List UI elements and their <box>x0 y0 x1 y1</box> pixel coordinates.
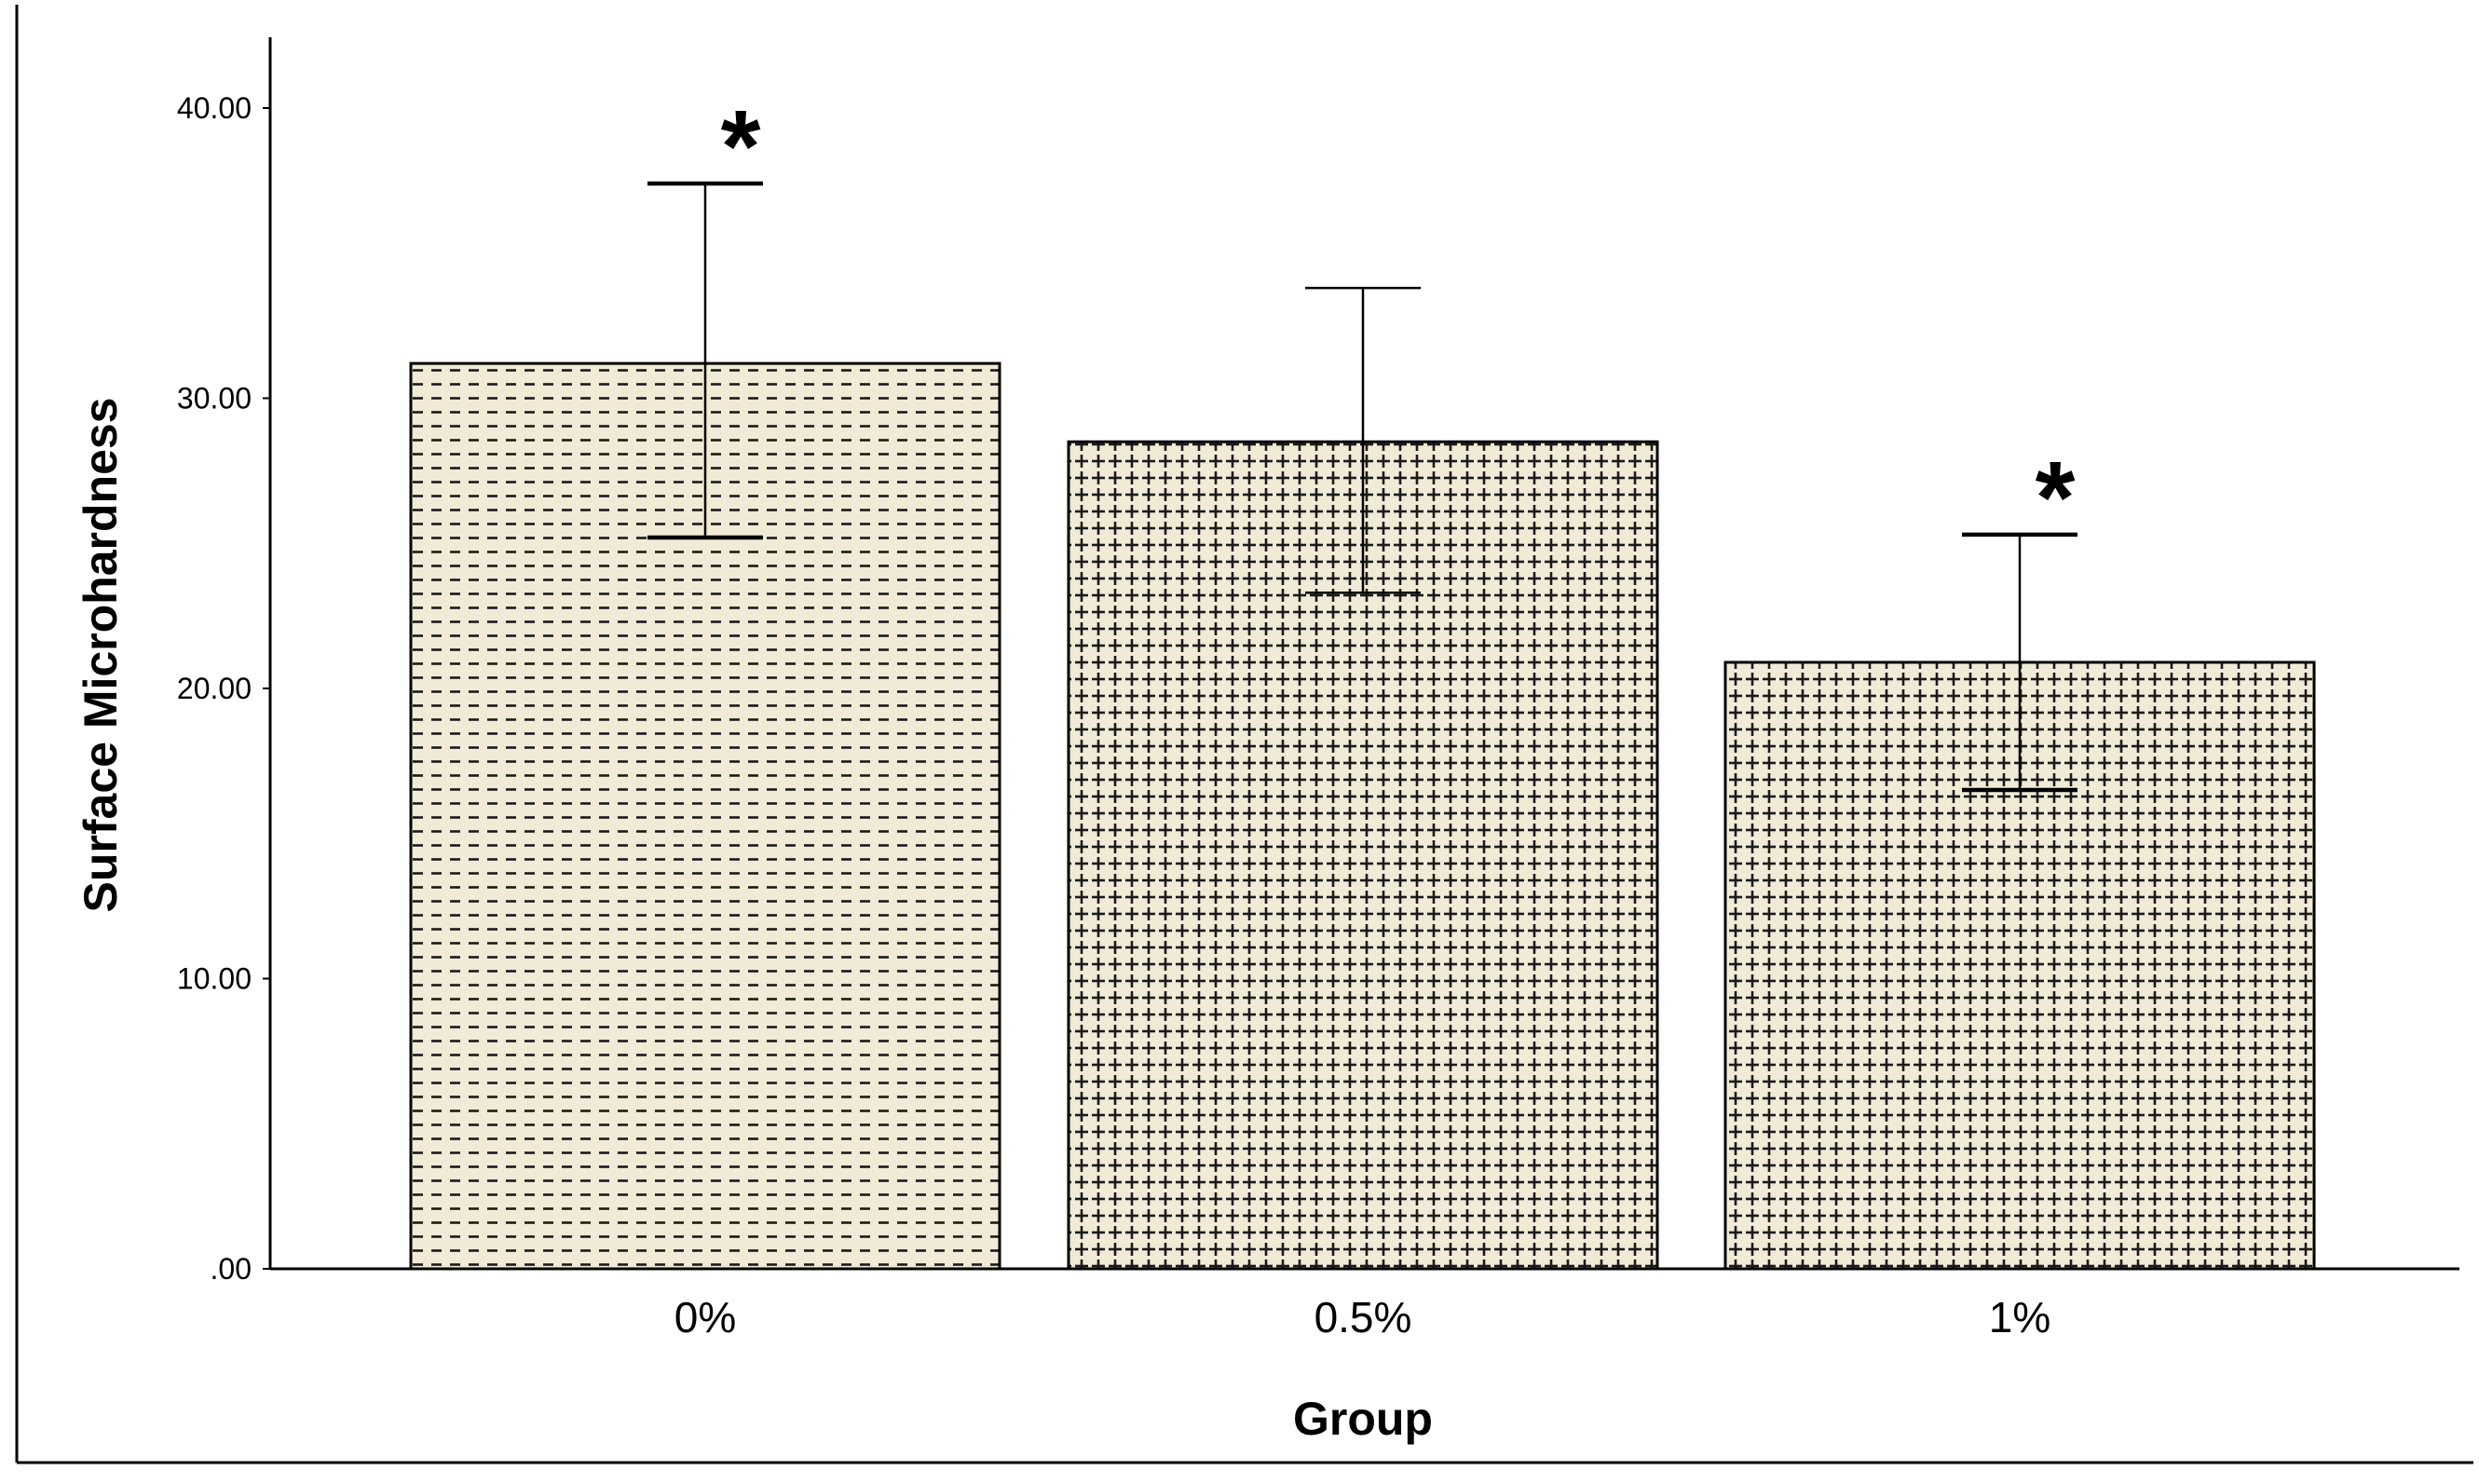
outer-frame <box>15 5 2473 1464</box>
error-bars-layer <box>647 181 2077 793</box>
significance-mark-1: * <box>721 89 761 204</box>
y-tick-label-2: 20.00 <box>177 672 252 705</box>
y-tick-label-4: 40.00 <box>177 91 252 125</box>
y-tick-label-0: .00 <box>211 1252 252 1286</box>
axes-layer <box>263 37 2459 1271</box>
x-category-label-1: 0% <box>674 1293 736 1341</box>
labels-layer: .00 10.00 20.00 30.00 40.00 0% 0.5% 1% Group Surf… <box>75 91 2050 1445</box>
x-axis-title: Group <box>1293 1393 1433 1445</box>
significance-mark-3: * <box>2036 441 2076 555</box>
significance-layer: ** <box>721 89 2076 555</box>
x-category-label-3: 1% <box>1989 1293 2050 1341</box>
y-tick-label-1: 10.00 <box>177 962 252 996</box>
y-axis-title: Surface Microhardness <box>75 398 127 913</box>
y-tick-label-3: 30.00 <box>177 382 252 415</box>
x-category-label-2: 0.5% <box>1314 1293 1412 1341</box>
